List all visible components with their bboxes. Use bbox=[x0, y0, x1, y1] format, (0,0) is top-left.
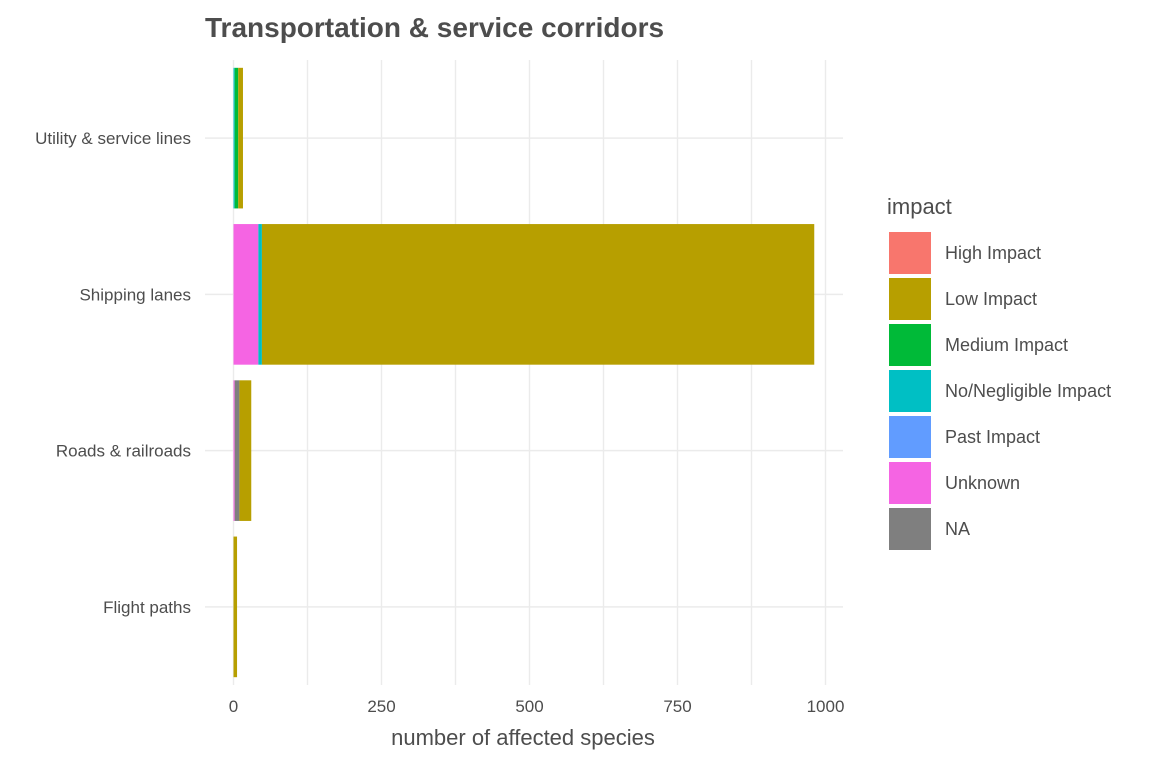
legend-label: High Impact bbox=[945, 243, 1041, 263]
bar-segment bbox=[233, 380, 235, 521]
x-tick-label: 1000 bbox=[807, 697, 845, 716]
x-axis-ticks: 0 250 500 750 1000 bbox=[229, 697, 845, 716]
legend-key bbox=[889, 508, 931, 550]
y-tick-label: Shipping lanes bbox=[79, 285, 191, 304]
x-tick-label: 750 bbox=[663, 697, 691, 716]
y-tick-label: Roads & railroads bbox=[56, 442, 191, 461]
bar-segment bbox=[261, 224, 815, 365]
legend-label: Past Impact bbox=[945, 427, 1040, 447]
bar-segment bbox=[234, 380, 240, 521]
bar-segment bbox=[233, 224, 259, 365]
legend-label: Unknown bbox=[945, 473, 1020, 493]
legend-key bbox=[889, 370, 931, 412]
bar-segment bbox=[234, 67, 239, 209]
x-tick-label: 0 bbox=[229, 697, 238, 716]
legend-label: Low Impact bbox=[945, 289, 1037, 309]
y-tick-label: Flight paths bbox=[103, 598, 191, 617]
legend: High Impact Low Impact Medium Impact No/Neg… bbox=[889, 232, 1111, 550]
x-tick-label: 500 bbox=[515, 697, 543, 716]
x-axis-label: number of affected species bbox=[391, 725, 655, 750]
legend-key bbox=[889, 232, 931, 274]
y-tick-label: Utility & service lines bbox=[35, 129, 191, 148]
chart-title: Transportation & service corridors bbox=[205, 12, 664, 43]
bars bbox=[233, 67, 815, 678]
legend-key bbox=[889, 278, 931, 320]
legend-key bbox=[889, 462, 931, 504]
bar-segment bbox=[238, 67, 243, 209]
bar-segment bbox=[233, 536, 238, 678]
legend-key bbox=[889, 324, 931, 366]
legend-label: NA bbox=[945, 519, 970, 539]
bar-segment bbox=[258, 224, 262, 365]
bar-segment bbox=[239, 380, 252, 521]
legend-title: impact bbox=[887, 194, 952, 219]
y-axis-ticks: Utility & service lines Shipping lanes Roa… bbox=[35, 129, 191, 617]
legend-label: Medium Impact bbox=[945, 335, 1068, 355]
x-tick-label: 250 bbox=[367, 697, 395, 716]
legend-label: No/Negligible Impact bbox=[945, 381, 1111, 401]
grid bbox=[205, 60, 843, 685]
bar-segment bbox=[233, 67, 235, 209]
legend-key bbox=[889, 416, 931, 458]
